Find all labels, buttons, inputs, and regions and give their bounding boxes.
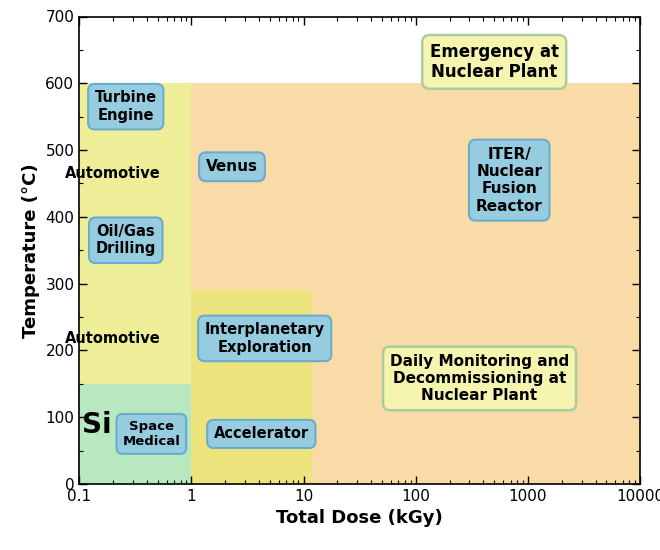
Text: Automotive: Automotive: [65, 166, 161, 181]
Text: Si: Si: [82, 411, 112, 439]
Text: Space
Medical: Space Medical: [123, 420, 180, 448]
X-axis label: Total Dose (kGy): Total Dose (kGy): [277, 509, 443, 527]
Text: Interplanetary
Exploration: Interplanetary Exploration: [205, 322, 325, 355]
Text: Emergency at
Nuclear Plant: Emergency at Nuclear Plant: [430, 42, 559, 81]
Bar: [79, 83, 191, 384]
Text: Daily Monitoring and
Decommissioning at
Nuclear Plant: Daily Monitoring and Decommissioning at …: [390, 354, 569, 403]
Y-axis label: Temperature (°C): Temperature (°C): [22, 163, 40, 338]
Text: Accelerator: Accelerator: [214, 426, 309, 442]
Bar: [79, 384, 191, 484]
Text: Oil/Gas
Drilling: Oil/Gas Drilling: [96, 224, 156, 256]
Text: ITER/
Nuclear
Fusion
Reactor: ITER/ Nuclear Fusion Reactor: [476, 146, 543, 214]
Bar: [191, 290, 312, 484]
Bar: [191, 83, 640, 484]
Text: Automotive: Automotive: [65, 331, 161, 346]
Text: Venus: Venus: [206, 160, 258, 174]
Text: Turbine
Engine: Turbine Engine: [94, 90, 157, 123]
